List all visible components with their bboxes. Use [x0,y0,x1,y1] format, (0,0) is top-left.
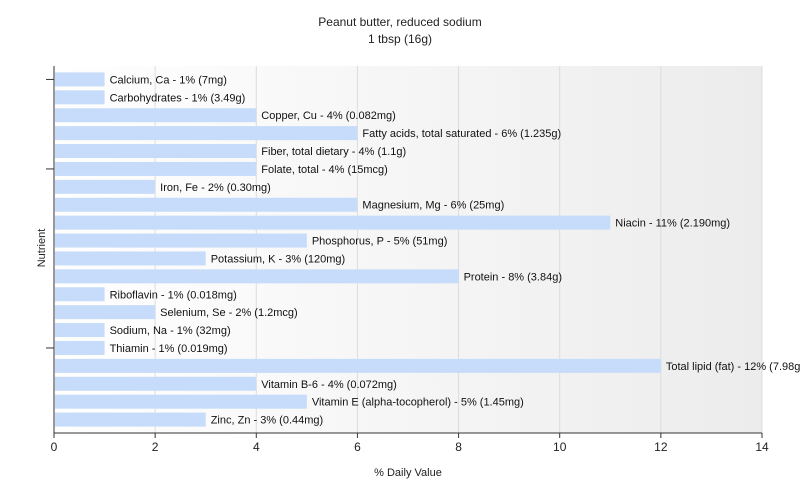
x-tick-label: 4 [253,440,260,454]
bar [55,287,105,302]
chart-title: Peanut butter, reduced sodium [318,15,482,29]
x-tick-label: 12 [654,440,668,454]
bar [55,323,105,338]
bar-label: Protein - 8% (3.84g) [464,271,562,283]
bar-label: Phosphorus, P - 5% (51mg) [312,236,448,248]
bar-label: Fatty acids, total saturated - 6% (1.235… [362,128,561,140]
bar-label: Thiamin - 1% (0.019mg) [110,343,228,355]
bar-label: Vitamin B-6 - 4% (0.072mg) [261,379,397,391]
bar-label: Niacin - 11% (2.190mg) [615,218,730,230]
bar [55,376,257,391]
bar-label: Calcium, Ca - 1% (7mg) [110,74,227,86]
y-axis-label: Nutrient [36,229,48,268]
axes: 0 2 4 6 8 10 12 14 [46,66,769,454]
bar [55,233,307,248]
x-axis-label: % Daily Value [374,467,442,479]
x-tick-label: 8 [455,440,462,454]
bar-label: Total lipid (fat) - 12% (7.98g) [666,361,800,373]
x-tick-label: 10 [553,440,567,454]
bar-label: Selenium, Se - 2% (1.2mcg) [160,307,298,319]
bar-label: Iron, Fe - 2% (0.30mg) [160,182,271,194]
bar [55,215,611,230]
bar [55,108,257,123]
bar-label: Zinc, Zn - 3% (0.44mg) [211,415,323,427]
bar [55,305,156,320]
bar [55,126,358,141]
bar [55,90,105,105]
bar [55,144,257,159]
bar-label: Fiber, total dietary - 4% (1.1g) [261,146,406,158]
bars: Calcium, Ca - 1% (7mg) Carbohydrates - 1%… [55,72,800,427]
x-tick-label: 0 [51,440,58,454]
bar [55,197,358,212]
bar [55,161,257,176]
bar-label: Riboflavin - 1% (0.018mg) [110,289,237,301]
bar [55,394,307,409]
bar-label: Carbohydrates - 1% (3.49g) [110,92,246,104]
bar [55,72,105,87]
bar-label: Vitamin E (alpha-tocopherol) - 5% (1.45m… [312,397,524,409]
bar-label: Copper, Cu - 4% (0.082mg) [261,110,396,122]
bar [55,269,459,284]
bar [55,179,156,194]
bar [55,412,206,427]
x-tick-label: 14 [755,440,769,454]
bar [55,340,105,355]
bar-label: Sodium, Na - 1% (32mg) [110,325,231,337]
bar-label: Potassium, K - 3% (120mg) [211,253,346,265]
x-tick-label: 2 [152,440,159,454]
bar-label: Magnesium, Mg - 6% (25mg) [362,200,504,212]
bar [55,251,206,266]
bar-label: Folate, total - 4% (15mcg) [261,164,388,176]
x-tick-label: 6 [354,440,361,454]
chart-subtitle: 1 tbsp (16g) [367,32,433,46]
bar [55,358,661,373]
